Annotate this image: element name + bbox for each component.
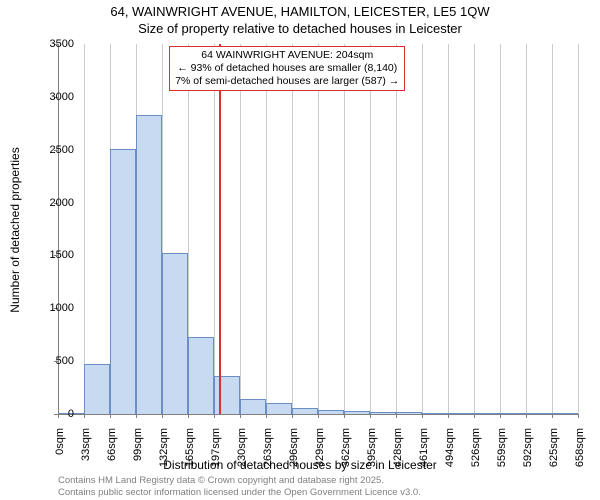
histogram-bar bbox=[136, 115, 162, 414]
y-tick-label: 2000 bbox=[34, 197, 74, 209]
annotation-line: ← 93% of detached houses are smaller (8,… bbox=[175, 62, 399, 75]
chart-container: 64, WAINWRIGHT AVENUE, HAMILTON, LEICEST… bbox=[0, 0, 600, 500]
histogram-bar bbox=[110, 149, 136, 414]
title-line-2: Size of property relative to detached ho… bbox=[0, 21, 600, 38]
footer-line-1: Contains HM Land Registry data © Crown c… bbox=[58, 475, 421, 486]
gridline-vertical bbox=[370, 44, 371, 414]
y-tick-label: 1000 bbox=[34, 302, 74, 314]
y-tick-label: 3500 bbox=[34, 38, 74, 50]
histogram-bar bbox=[188, 337, 214, 414]
histogram-bar bbox=[214, 376, 240, 414]
y-tick-label: 1500 bbox=[34, 249, 74, 261]
y-tick-label: 500 bbox=[34, 355, 74, 367]
gridline-vertical bbox=[84, 44, 85, 414]
histogram-bar bbox=[266, 403, 292, 414]
y-axis-label: Number of detached properties bbox=[8, 147, 22, 312]
chart-title: 64, WAINWRIGHT AVENUE, HAMILTON, LEICEST… bbox=[0, 0, 600, 38]
x-axis-label: Distribution of detached houses by size … bbox=[0, 458, 600, 472]
gridline-vertical bbox=[448, 44, 449, 414]
gridline-vertical bbox=[214, 44, 215, 414]
y-tick-label: 2500 bbox=[34, 144, 74, 156]
gridline-vertical bbox=[526, 44, 527, 414]
gridline-vertical bbox=[552, 44, 553, 414]
gridline-vertical bbox=[292, 44, 293, 414]
x-tick-mark bbox=[578, 414, 579, 418]
x-axis-line bbox=[58, 414, 578, 415]
plot-area: 0sqm33sqm66sqm99sqm132sqm165sqm197sqm230… bbox=[58, 44, 578, 414]
gridline-vertical bbox=[396, 44, 397, 414]
annotation-box: 64 WAINWRIGHT AVENUE: 204sqm← 93% of det… bbox=[169, 46, 405, 91]
gridline-vertical bbox=[578, 44, 579, 414]
gridline-vertical bbox=[422, 44, 423, 414]
annotation-line: 7% of semi-detached houses are larger (5… bbox=[175, 75, 399, 88]
gridline-vertical bbox=[474, 44, 475, 414]
reference-line bbox=[219, 44, 221, 414]
footer-attribution: Contains HM Land Registry data © Crown c… bbox=[58, 475, 421, 498]
histogram-bar bbox=[84, 364, 110, 414]
gridline-vertical bbox=[500, 44, 501, 414]
y-tick-label: 3000 bbox=[34, 91, 74, 103]
gridline-vertical bbox=[344, 44, 345, 414]
annotation-line: 64 WAINWRIGHT AVENUE: 204sqm bbox=[175, 49, 399, 62]
histogram-bar bbox=[240, 399, 266, 414]
title-line-1: 64, WAINWRIGHT AVENUE, HAMILTON, LEICEST… bbox=[0, 4, 600, 21]
gridline-vertical bbox=[240, 44, 241, 414]
gridline-vertical bbox=[318, 44, 319, 414]
gridline-vertical bbox=[266, 44, 267, 414]
footer-line-2: Contains public sector information licen… bbox=[58, 487, 421, 498]
y-tick-label: 0 bbox=[34, 408, 74, 420]
histogram-bar bbox=[162, 253, 188, 414]
